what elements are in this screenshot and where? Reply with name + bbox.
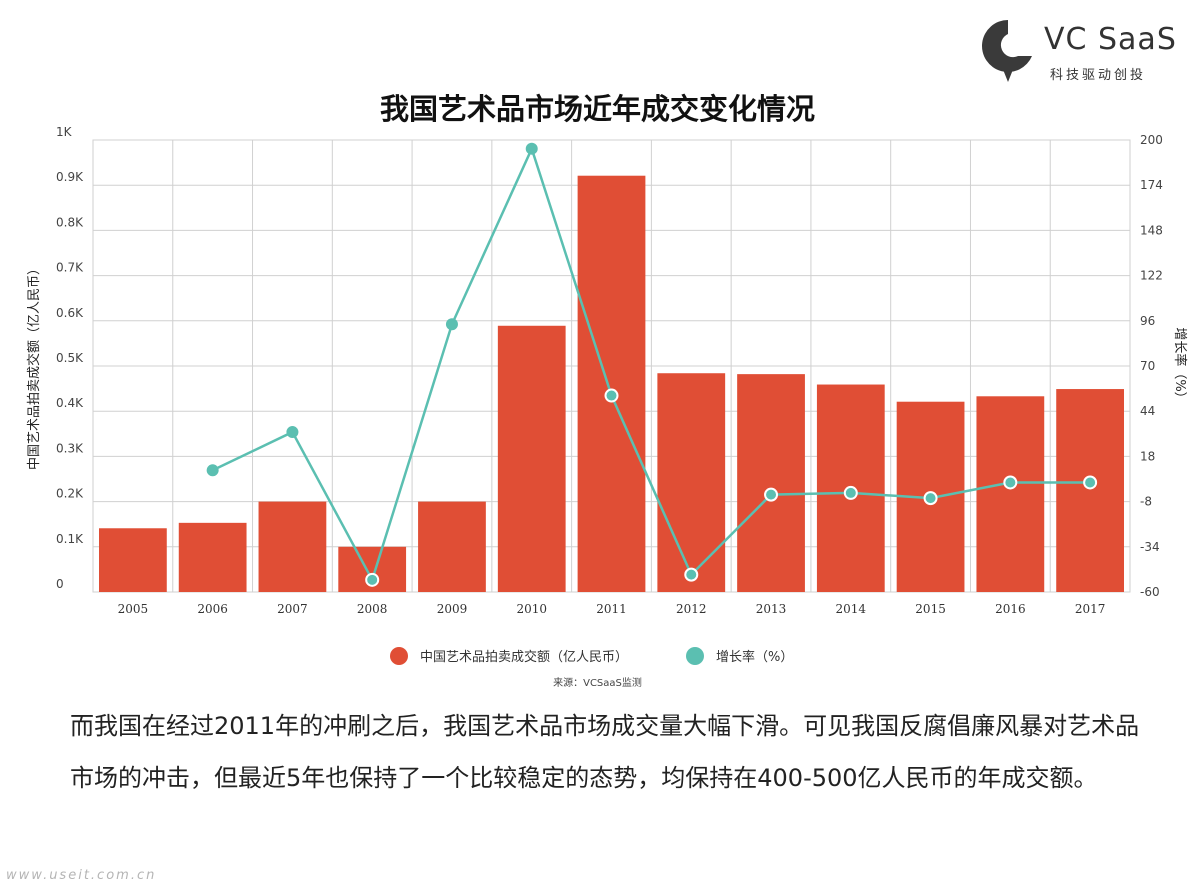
legend-label-amount: 中国艺术品拍卖成交额（亿人民币）	[420, 650, 629, 665]
brand-name: VC SaaS	[1044, 22, 1177, 57]
bar	[418, 501, 486, 592]
bar	[99, 528, 167, 592]
y-axis-title: 中国艺术品拍卖成交额（亿人民币）	[26, 262, 42, 470]
x-tick-label: 2007	[277, 602, 308, 616]
y2-tick-label: -34	[1140, 540, 1160, 554]
chart-legend: 中国艺术品拍卖成交额（亿人民币） 增长率（%）	[0, 646, 1195, 670]
bar	[1056, 389, 1124, 592]
y2-tick-label: 44	[1140, 404, 1155, 418]
y-tick-label: 0.2K	[56, 487, 84, 501]
y-tick-label: 1K	[56, 125, 73, 139]
growth-line	[212, 145, 1091, 584]
x-tick-label: 2010	[516, 602, 547, 616]
growth-point	[1003, 475, 1018, 490]
y-tick-label: 0.7K	[56, 261, 84, 275]
bar	[976, 396, 1045, 592]
chart-title: 我国艺术品市场近年成交变化情况	[379, 92, 815, 126]
body-paragraph: 而我国在经过2011年的冲刷之后，我国艺术品市场成交量大幅下滑。可见我国反腐倡廉…	[70, 712, 1140, 792]
bar	[737, 374, 805, 592]
y-tick-label: 0.8K	[56, 215, 84, 229]
bar	[657, 373, 726, 592]
growth-point	[286, 426, 299, 439]
x-tick-label: 2008	[357, 602, 388, 616]
y2-axis-title: 增长率（%）	[1172, 327, 1188, 404]
y2-tick-label: -60	[1140, 585, 1160, 599]
bar	[258, 501, 327, 592]
growth-point	[604, 388, 619, 403]
y2-tick-label: -8	[1140, 495, 1152, 509]
vc-saas-logo-icon	[982, 20, 1032, 82]
y-tick-label: 0.4K	[56, 396, 84, 410]
x-tick-label: 2015	[915, 602, 946, 616]
y-tick-label: 0.9K	[56, 170, 84, 184]
watermark: www.useit.com.cn	[6, 868, 157, 883]
brand-tagline: 科技驱动创投	[1050, 68, 1147, 83]
x-tick-label: 2006	[197, 602, 228, 616]
legend-line-marker-icon	[686, 646, 704, 665]
y-tick-label: 0	[56, 577, 64, 591]
y2-tick-label: 18	[1140, 449, 1155, 463]
legend-item-amount[interactable]: 中国艺术品拍卖成交额（亿人民币）	[390, 646, 628, 665]
y2-tick-label: 174	[1140, 178, 1163, 192]
x-tick-label: 2016	[995, 602, 1026, 616]
x-tick-label: 2009	[437, 602, 468, 616]
bar	[178, 522, 247, 592]
bar	[577, 175, 646, 592]
y2-tick-label: 148	[1140, 223, 1163, 237]
growth-point	[923, 491, 938, 506]
x-tick-label: 2012	[676, 602, 707, 616]
y-tick-label: 0.3K	[56, 441, 84, 455]
growth-point	[684, 567, 699, 582]
y-tick-label: 0.1K	[56, 532, 84, 546]
x-tick-label: 2014	[836, 602, 867, 616]
y2-tick-label: 122	[1140, 269, 1163, 283]
growth-point	[445, 318, 458, 331]
y2-tick-label: 200	[1140, 133, 1163, 147]
growth-point	[206, 464, 219, 477]
growth-point	[843, 485, 858, 500]
growth-point	[525, 142, 538, 155]
growth-point	[764, 487, 779, 502]
x-tick-label: 2005	[118, 602, 149, 616]
y2-tick-label: 96	[1140, 314, 1155, 328]
brand-logo: VC SaaS 科技驱动创投	[978, 16, 1178, 96]
bar	[497, 325, 566, 592]
growth-point	[1083, 475, 1098, 490]
x-tick-label: 2013	[756, 602, 787, 616]
legend-label-growth: 增长率（%）	[716, 650, 794, 665]
x-tick-label: 2011	[596, 602, 627, 616]
y-tick-label: 0.6K	[56, 306, 84, 320]
x-tick-label: 2017	[1075, 602, 1106, 616]
combo-chart: 0 0.1K 0.2K 0.3K 0.4K 0.5K 0.6K 0.7K 0.8K 0.9K 1K -…	[26, 125, 1188, 616]
y-tick-label: 0.5K	[56, 351, 84, 365]
y2-tick-label: 70	[1140, 359, 1155, 373]
source-note: 来源：VCSaaS监测	[553, 678, 642, 689]
legend-bar-marker-icon	[390, 646, 408, 665]
growth-point	[365, 572, 380, 587]
legend-item-growth[interactable]: 增长率（%）	[686, 646, 793, 665]
